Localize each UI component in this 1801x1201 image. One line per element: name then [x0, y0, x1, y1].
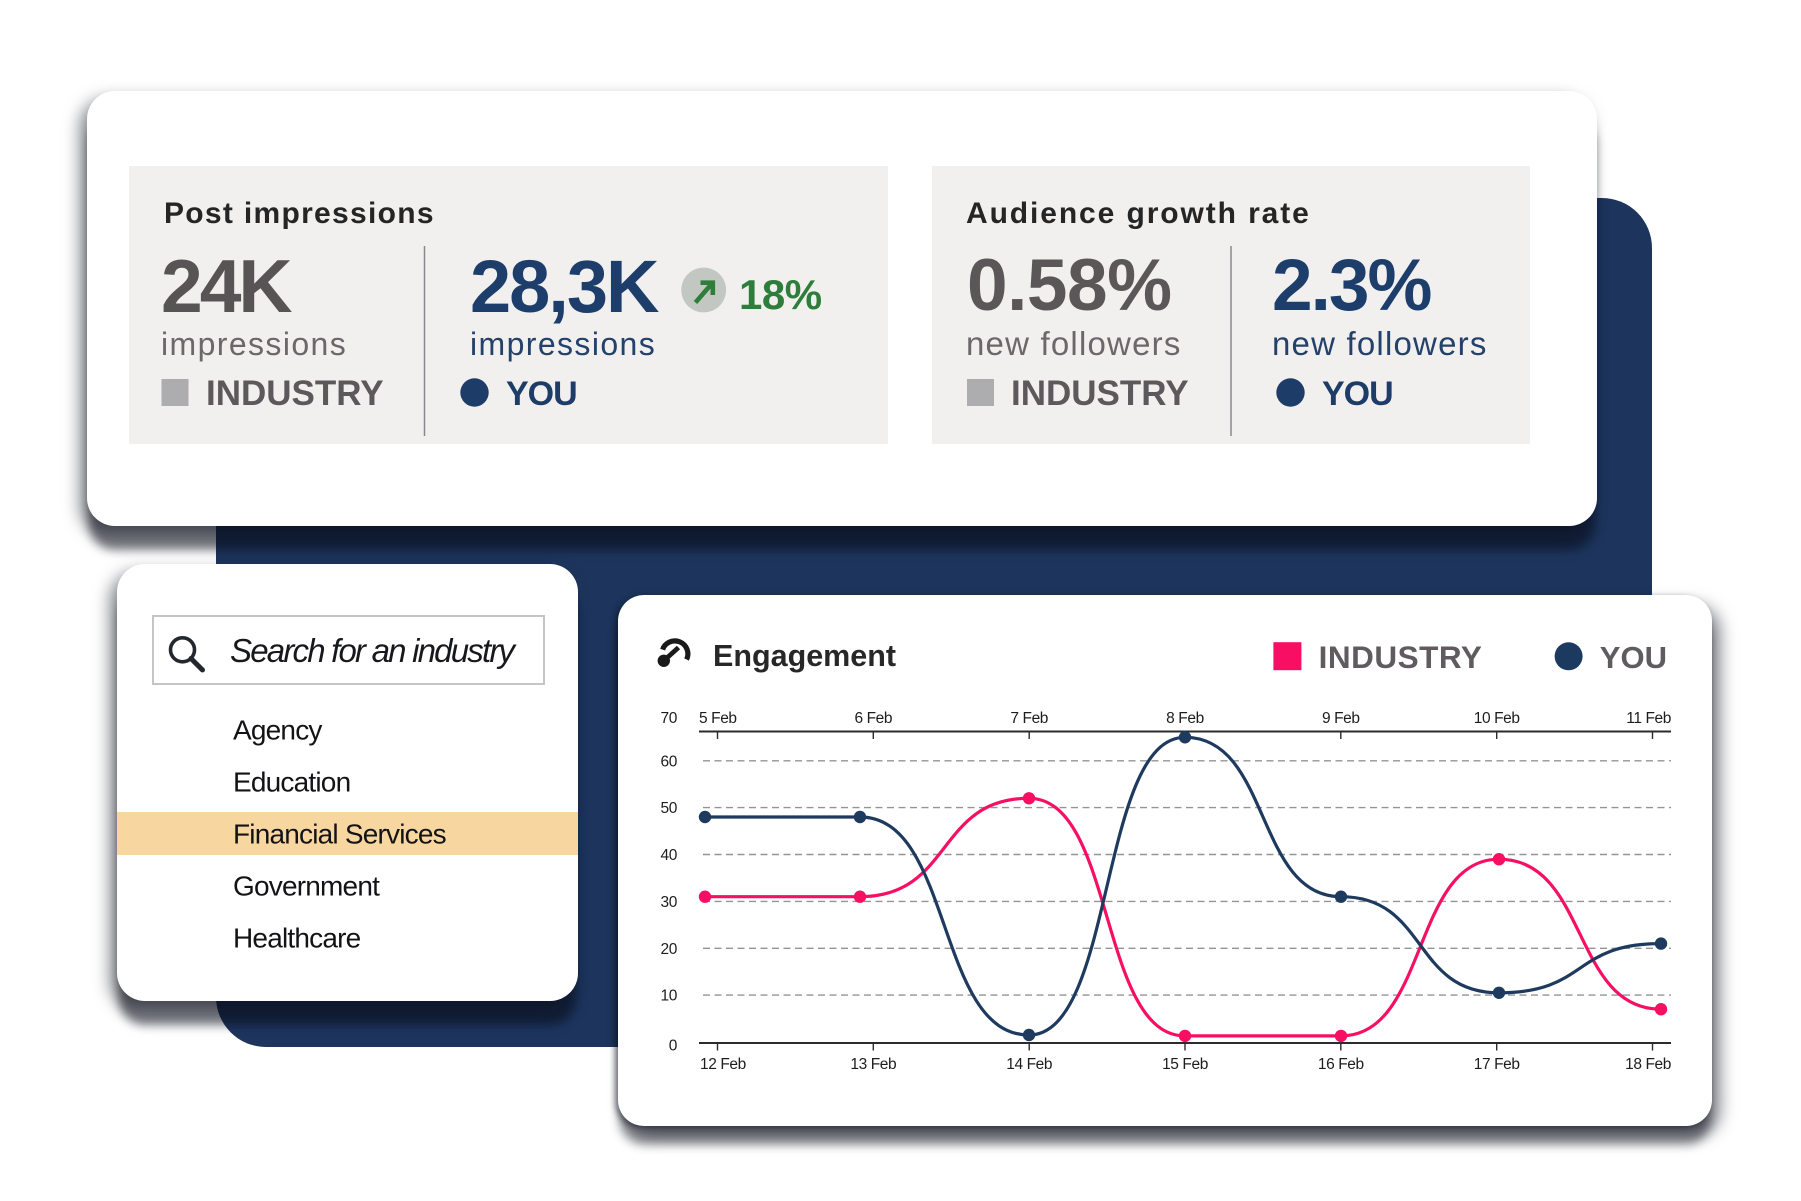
svg-text:Search for an industry: Search for an industry [230, 632, 518, 669]
svg-text:17 Feb: 17 Feb [1474, 1056, 1520, 1073]
svg-text:8 Feb: 8 Feb [1166, 710, 1204, 727]
svg-text:16 Feb: 16 Feb [1318, 1056, 1364, 1073]
svg-text:INDUSTRY: INDUSTRY [1319, 639, 1483, 675]
svg-text:INDUSTRY: INDUSTRY [206, 374, 384, 413]
svg-text:24K: 24K [161, 244, 292, 328]
svg-text:5 Feb: 5 Feb [699, 710, 737, 727]
svg-text:20: 20 [661, 941, 678, 958]
svg-text:Government: Government [233, 871, 380, 902]
svg-text:60: 60 [661, 753, 678, 770]
svg-text:12 Feb: 12 Feb [700, 1056, 746, 1073]
svg-text:impressions: impressions [470, 326, 656, 362]
svg-text:10: 10 [661, 988, 678, 1005]
svg-text:10 Feb: 10 Feb [1474, 710, 1520, 727]
svg-text:9 Feb: 9 Feb [1322, 710, 1360, 727]
svg-text:YOU: YOU [1322, 375, 1393, 413]
svg-text:14 Feb: 14 Feb [1006, 1056, 1052, 1073]
svg-text:Agency: Agency [233, 715, 322, 746]
svg-text:0: 0 [669, 1038, 678, 1055]
svg-text:50: 50 [661, 800, 678, 817]
svg-text:70: 70 [661, 710, 678, 727]
svg-text:15 Feb: 15 Feb [1162, 1056, 1208, 1073]
svg-text:7 Feb: 7 Feb [1010, 710, 1048, 727]
svg-text:new followers: new followers [1272, 325, 1488, 362]
svg-text:0.58%: 0.58% [967, 245, 1172, 326]
svg-text:Engagement: Engagement [713, 639, 896, 673]
svg-text:YOU: YOU [1600, 640, 1667, 675]
svg-text:28,3K: 28,3K [470, 245, 659, 328]
svg-text:new followers: new followers [966, 325, 1182, 362]
svg-text:18%: 18% [739, 271, 822, 318]
svg-text:40: 40 [661, 847, 678, 864]
svg-text:Healthcare: Healthcare [233, 923, 361, 954]
svg-text:impressions: impressions [161, 326, 347, 362]
svg-text:Post impressions: Post impressions [164, 197, 435, 230]
svg-text:Financial Services: Financial Services [233, 819, 446, 850]
svg-text:30: 30 [661, 894, 678, 911]
svg-text:2.3%: 2.3% [1272, 245, 1430, 326]
svg-text:11 Feb: 11 Feb [1626, 710, 1671, 727]
svg-text:Education: Education [233, 767, 350, 798]
svg-text:YOU: YOU [506, 375, 577, 413]
svg-text:Audience growth rate: Audience growth rate [966, 197, 1311, 230]
svg-text:18 Feb: 18 Feb [1625, 1056, 1671, 1073]
svg-text:6 Feb: 6 Feb [854, 710, 892, 727]
svg-text:13 Feb: 13 Feb [850, 1056, 896, 1073]
svg-text:INDUSTRY: INDUSTRY [1011, 374, 1189, 413]
